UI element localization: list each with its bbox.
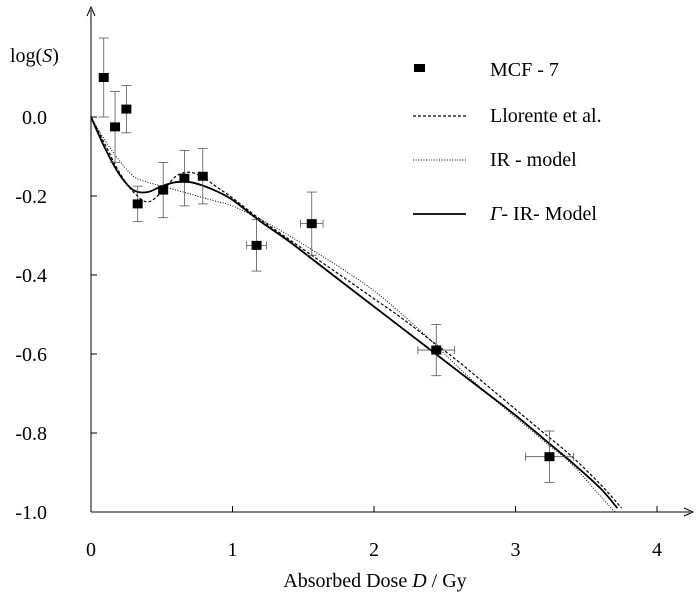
data-marker bbox=[251, 240, 262, 250]
y-axis-title-prefix: log( bbox=[10, 45, 43, 67]
data-point bbox=[158, 162, 169, 219]
y-tick-label: 0.0 bbox=[22, 107, 47, 129]
data-point bbox=[525, 430, 574, 483]
y-tick-label: -0.4 bbox=[15, 265, 47, 287]
series-line-gamma bbox=[90, 116, 619, 509]
y-tick-label: -0.6 bbox=[15, 344, 47, 366]
data-point bbox=[179, 150, 190, 207]
y-ticks: 0.0 -0.2 -0.4 -0.6 -0.8 -1.0 bbox=[15, 107, 97, 524]
data-marker bbox=[306, 219, 317, 229]
data-marker bbox=[544, 452, 555, 462]
legend: MCF - 7 Llorente et al. IR - model Γ- IR… bbox=[413, 59, 602, 225]
legend-label-llorente: Llorente et al. bbox=[490, 105, 602, 127]
x-axis-title-prefix: Absorbed Dose bbox=[283, 570, 412, 592]
data-marker bbox=[98, 73, 109, 82]
data-marker bbox=[431, 345, 442, 355]
y-tick-label: -1.0 bbox=[15, 502, 47, 524]
data-point bbox=[98, 37, 109, 118]
data-point bbox=[300, 191, 324, 256]
x-tick-label: 4 bbox=[652, 539, 662, 561]
x-tick-label: 0 bbox=[86, 539, 96, 561]
data-marker bbox=[121, 104, 132, 114]
data-marker bbox=[158, 185, 169, 195]
x-axis-title: Absorbed Dose D / Gy bbox=[283, 570, 466, 592]
data-marker bbox=[197, 171, 208, 181]
data-marker bbox=[110, 122, 121, 132]
y-axis-title: log(S) bbox=[10, 45, 59, 67]
x-axis-title-var: D bbox=[411, 570, 427, 592]
series-line-ir bbox=[90, 116, 615, 513]
legend-label-ir: IR - model bbox=[490, 149, 577, 171]
legend-label-gamma: Γ- IR- Model bbox=[489, 203, 597, 225]
data-point bbox=[417, 323, 456, 377]
y-axis-title-suffix: ) bbox=[52, 45, 59, 67]
data-point bbox=[121, 85, 132, 134]
x-tick-label: 3 bbox=[511, 539, 521, 561]
legend-label-gamma-text: - IR- Model bbox=[501, 203, 597, 225]
legend-label-gamma-symbol: Γ bbox=[489, 203, 503, 225]
legend-marker-mcf7 bbox=[414, 64, 425, 72]
data-point bbox=[110, 90, 121, 163]
data-point bbox=[132, 185, 143, 223]
series-layer bbox=[90, 116, 623, 513]
data-marker bbox=[179, 173, 190, 183]
x-axis-title-suffix: / Gy bbox=[427, 570, 467, 592]
series-line-llorente bbox=[90, 116, 623, 509]
data-point bbox=[246, 219, 267, 272]
y-axis-title-var: S bbox=[42, 45, 52, 67]
points-layer bbox=[98, 37, 574, 483]
y-axis-arrow bbox=[86, 5, 96, 17]
x-ticks: 0 1 2 3 4 bbox=[86, 506, 662, 561]
axes bbox=[86, 5, 695, 517]
y-tick-label: -0.2 bbox=[15, 186, 47, 208]
data-marker bbox=[132, 199, 143, 209]
data-point bbox=[197, 148, 208, 205]
y-tick-label: -0.8 bbox=[15, 423, 47, 445]
x-axis-arrow bbox=[683, 507, 695, 517]
x-tick-label: 2 bbox=[369, 539, 379, 561]
x-tick-label: 1 bbox=[228, 539, 238, 561]
legend-label-mcf7: MCF - 7 bbox=[490, 59, 559, 81]
